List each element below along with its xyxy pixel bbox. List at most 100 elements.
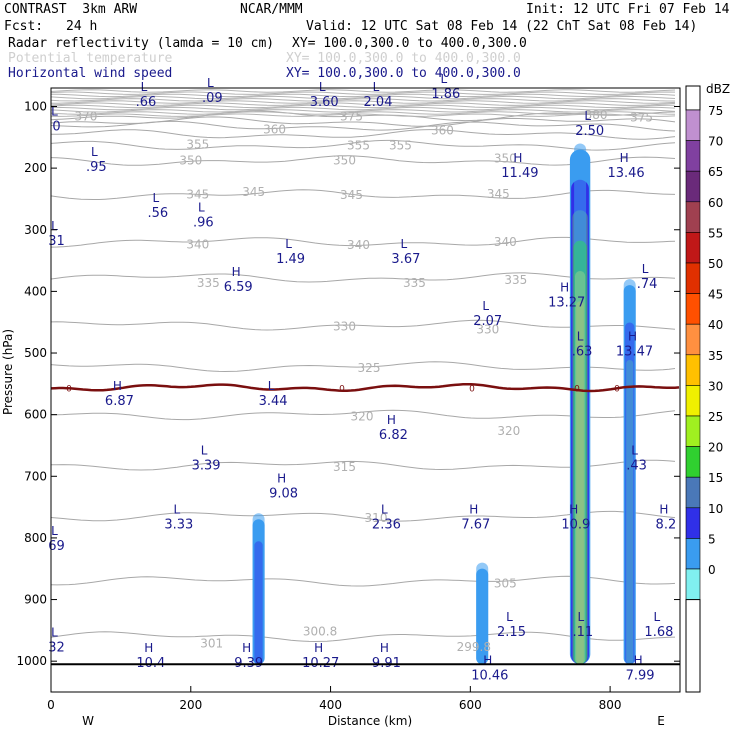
wind-extremum-value: 1.86 (431, 87, 460, 102)
x-axis-label: Distance (km) (328, 714, 412, 728)
axes: 0 200 400 600 800 100 200 300 400 500 600 700 800 900… (16, 99, 680, 712)
wind-extremum-value: 0 (52, 120, 60, 135)
theta-label: 360 (431, 123, 454, 137)
wind-extremum-value: 3.39 (192, 459, 221, 474)
y-axis-label: Pressure (hPa) (1, 329, 15, 415)
theta-stratosphere-line (51, 89, 676, 93)
colorbar-level-label: 15 (708, 471, 723, 485)
wind-extremum-value: .11 (572, 625, 593, 640)
wind-extremum-type: H (113, 379, 122, 393)
wind-extremum-value: 10.46 (471, 668, 508, 683)
wind-extrema: L.66L.09L3.60L2.04L1.86L2.50L.95H11.49H1… (48, 72, 676, 683)
wind-extremum-type: L (198, 200, 205, 214)
wind-extremum-value: 32 (48, 641, 65, 656)
wind-extremum-value: 13.47 (616, 345, 653, 360)
wind-extremum-type: L (51, 626, 58, 640)
field-wind-xy: XY= 100.0,300.0 to 400.0,300.0 (286, 66, 521, 81)
colorbar-swatch (685, 476, 701, 509)
wind-extremum-type: H (469, 502, 478, 516)
wind-extremum-type: L (141, 80, 148, 94)
wind-extremum-value: .63 (572, 345, 593, 360)
theta-label: 375 (630, 110, 653, 124)
colorbar-level-label: 70 (708, 135, 723, 149)
wind-extremum-value: 13.27 (548, 295, 585, 310)
colorbar-level-label: 60 (708, 196, 723, 210)
center-name: NCAR/MMM (240, 2, 303, 17)
theta-label: 345 (242, 185, 265, 199)
wind-extremum-value: 1.68 (644, 625, 673, 640)
wind-extremum-value: 31 (48, 234, 65, 249)
y-tick-label: 700 (24, 469, 47, 483)
colorbar-swatch (685, 232, 701, 264)
wind-extremum-value: .95 (86, 160, 107, 175)
theta-contour-355 (51, 139, 676, 151)
reflectivity-envelope (476, 562, 489, 665)
wind-extremum-type: L (51, 105, 58, 119)
wind-extremum-type: L (173, 502, 180, 516)
theta-label: 360 (263, 123, 286, 137)
colorbar-swatch (685, 385, 701, 417)
east-label: E (657, 714, 665, 728)
theta-label: 355 (347, 139, 370, 153)
wind-extremum-type: H (634, 653, 643, 667)
wind-extremum-type: H (513, 151, 522, 165)
x-tick-label: 400 (319, 698, 342, 712)
wind-extremum-type: H (483, 653, 492, 667)
y-tick-label: 500 (24, 346, 47, 360)
field-reflectivity-name: Radar reflectivity (lamda = 10 cm) (8, 36, 275, 51)
theta-label: 345 (186, 187, 209, 201)
theta-contour-365 (51, 120, 676, 132)
zero-isotherm-line (51, 382, 680, 393)
wind-extremum-value: 3.67 (391, 252, 420, 267)
wind-extremum-type: L (482, 299, 489, 313)
wind-extremum-value: 2.36 (372, 517, 401, 532)
y-tick-label: 100 (24, 99, 47, 113)
theta-label: 350 (333, 154, 356, 168)
y-tick-label: 800 (24, 531, 47, 545)
x-tick-label: 600 (459, 698, 482, 712)
theta-stratosphere-line (51, 91, 676, 95)
wind-extremum-type: L (51, 524, 58, 538)
wind-extremum-value: .09 (202, 91, 223, 106)
wind-extremum-value: 3.33 (164, 517, 193, 532)
y-tick-label: 400 (24, 284, 47, 298)
west-label: W (82, 714, 94, 728)
y-tick-label: 200 (24, 161, 47, 175)
field-theta-xy: XY= 100.0,300.0 to 400.0,300.0 (286, 51, 521, 66)
wind-extremum-value: .74 (637, 277, 658, 292)
theta-label: 330 (476, 322, 499, 336)
colorbar-level-label: 25 (708, 410, 723, 424)
theta-label: 325 (358, 361, 381, 375)
wind-extremum-type: H (232, 265, 241, 279)
wind-extremum-value: .96 (193, 215, 214, 230)
colorbar-level-label: 65 (708, 165, 723, 179)
wind-extremum-type: H (314, 641, 323, 655)
y-tick-label: 300 (24, 223, 47, 237)
wind-extremum-type: H (560, 280, 569, 294)
wind-extremum-type: L (207, 76, 214, 90)
wind-extremum-type: H (569, 502, 578, 516)
theta-stratosphere-line (51, 100, 676, 104)
wind-extremum-value: 11.49 (501, 166, 538, 181)
theta-label: 335 (403, 276, 426, 290)
wind-extremum-type: L (401, 237, 408, 251)
wind-extremum-value: 9.08 (269, 486, 298, 501)
wind-extremum-type: H (242, 641, 251, 655)
wind-extremum-value: 6.87 (105, 394, 134, 409)
fcst-value: 24 h (66, 19, 98, 34)
wind-extremum-value: 2.50 (575, 124, 604, 139)
colorbar-swatch (685, 323, 701, 356)
wind-extremum-type: H (659, 502, 668, 516)
wind-extremum-value: .66 (136, 95, 157, 110)
y-tick-label: 1000 (16, 654, 47, 668)
x-tick-label: 0 (47, 698, 55, 712)
wind-extremum-type: L (373, 80, 380, 94)
colorbar-swatch (685, 354, 701, 386)
theta-stratosphere-line (51, 93, 676, 98)
theta-label: 340 (186, 237, 209, 251)
init-time: Init: 12 UTC Fri 07 Feb 14 (526, 2, 730, 17)
wind-extremum-value: 3.60 (310, 95, 339, 110)
reflectivity-envelope (252, 513, 265, 665)
